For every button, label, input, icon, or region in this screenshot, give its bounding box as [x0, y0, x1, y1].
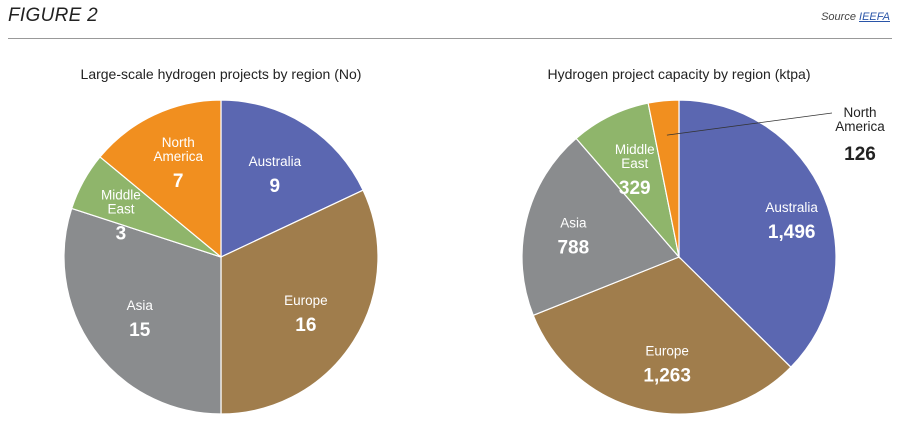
pie-slice-australia — [220, 99, 364, 258]
slice-value-north-america: 126 — [844, 144, 876, 165]
slice-value-australia: 1,496 — [768, 222, 816, 243]
slice-label-north-america: America — [153, 149, 203, 164]
source-credit: Source IEEFA — [821, 11, 890, 23]
slice-value-asia: 15 — [129, 320, 151, 341]
slice-value-europe: 16 — [295, 315, 316, 336]
slice-label-asia: Asia — [127, 298, 154, 313]
leader-line-north-america — [666, 112, 833, 136]
slice-label-middle-east: East — [621, 156, 648, 171]
slice-value-asia: 788 — [557, 237, 589, 258]
chart-title: Large-scale hydrogen projects by region … — [81, 66, 362, 82]
slice-value-middle-east: 3 — [116, 224, 127, 245]
chart-title: Hydrogen project capacity by region (ktp… — [547, 66, 810, 82]
pie-slice-north-america — [647, 99, 680, 258]
pie-slice-europe — [532, 256, 792, 415]
slice-label-europe: Europe — [284, 293, 328, 308]
slice-label-north-america: North — [843, 105, 876, 120]
pie-chart-projects: Large-scale hydrogen projects by region … — [63, 66, 379, 415]
slice-label-middle-east: East — [107, 202, 134, 217]
slice-label-middle-east: Middle — [101, 188, 141, 203]
slice-label-australia: Australia — [249, 154, 302, 169]
slice-label-north-america: North — [162, 135, 195, 150]
header-divider — [8, 38, 892, 39]
pie-slice-australia — [678, 99, 837, 369]
slice-label-middle-east: Middle — [615, 142, 655, 157]
source-prefix: Source — [821, 11, 856, 23]
pie-slice-europe — [220, 189, 379, 415]
pie-chart-capacity: Hydrogen project capacity by region (ktp… — [521, 66, 885, 415]
slice-value-north-america: 7 — [173, 171, 184, 192]
slice-value-middle-east: 329 — [619, 178, 651, 199]
slice-label-asia: Asia — [560, 215, 587, 230]
slice-label-australia: Australia — [765, 200, 818, 215]
source-link[interactable]: IEEFA — [859, 11, 890, 23]
slice-label-europe: Europe — [645, 344, 689, 359]
slice-value-europe: 1,263 — [643, 366, 691, 387]
slice-label-north-america: America — [835, 119, 885, 134]
pie-slice-north-america — [99, 99, 222, 259]
pie-slice-asia — [521, 137, 681, 317]
pie-slice-asia — [63, 207, 222, 415]
slice-value-australia: 9 — [270, 176, 281, 197]
figure-title: FIGURE 2 — [8, 5, 99, 26]
